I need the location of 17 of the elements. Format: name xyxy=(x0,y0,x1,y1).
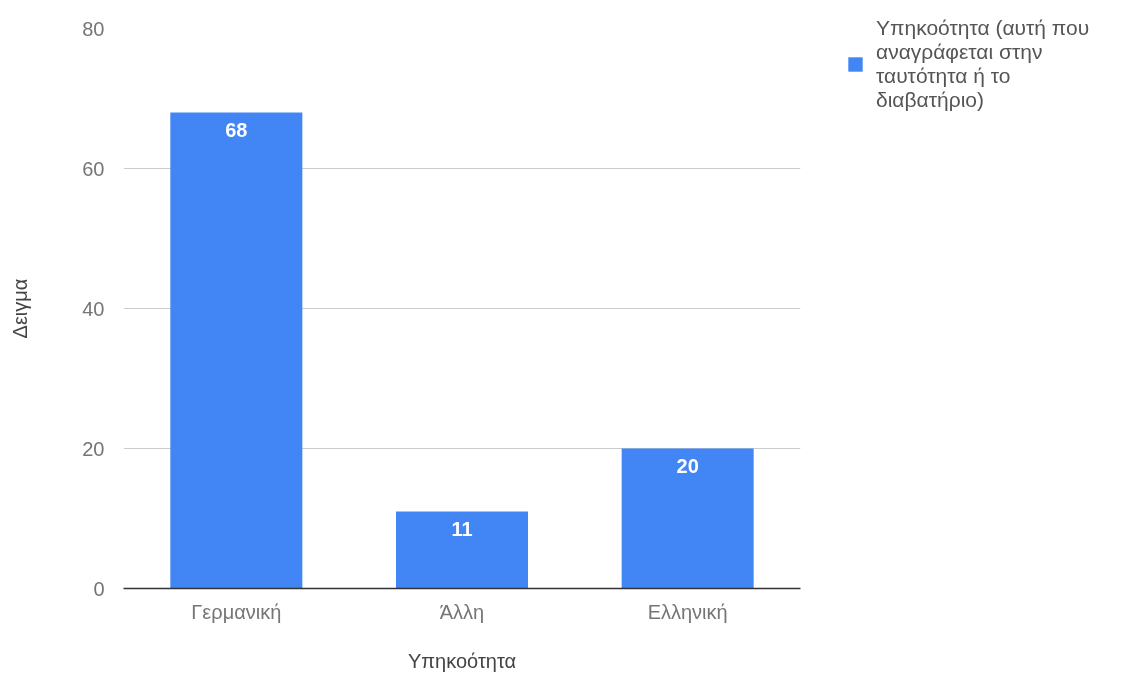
data-label: 11 xyxy=(451,517,473,540)
data-label: 20 xyxy=(676,454,699,477)
x-axis-title: Υπηκοότητα xyxy=(407,649,517,672)
y-axis-title: Δειγμα xyxy=(9,278,32,339)
y-tick-label: 60 xyxy=(82,157,105,180)
x-tick-label: Άλλη xyxy=(439,600,485,623)
y-tick-label: 20 xyxy=(82,437,105,460)
bar xyxy=(170,112,303,589)
y-tick-label: 40 xyxy=(82,297,105,320)
bar xyxy=(621,448,754,589)
x-tick-label: Γερμανική xyxy=(191,600,282,623)
data-label: 68 xyxy=(225,118,248,141)
x-tick-label: Ελληνική xyxy=(647,600,728,623)
y-tick-label: 80 xyxy=(82,17,105,40)
y-tick-label: 0 xyxy=(93,577,105,600)
legend-label: Υπηκοότητα (αυτή που αναγράφεται στην ταυτότητα ή το διαβατήριο) xyxy=(876,16,1090,112)
bar xyxy=(395,511,529,589)
